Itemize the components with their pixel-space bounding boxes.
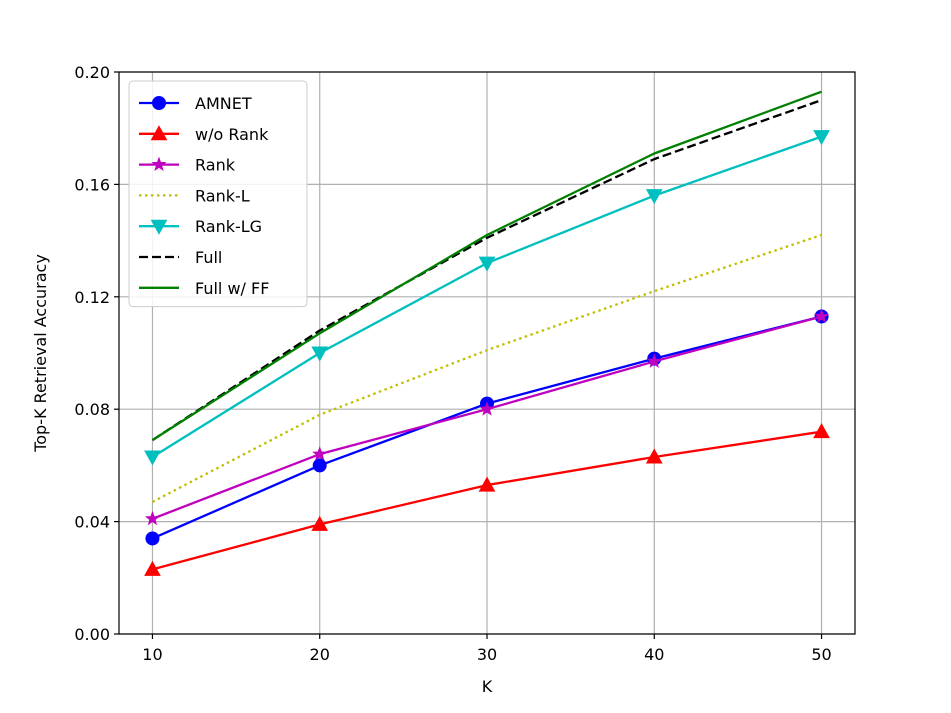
series-5 [151, 99, 822, 442]
series-line [151, 233, 822, 503]
data-point [478, 476, 496, 492]
series-1 [144, 423, 830, 576]
data-point [311, 346, 329, 362]
data-point [145, 531, 160, 546]
legend-box [128, 80, 308, 308]
data-point [311, 515, 329, 531]
y-axis-title: Top-K Retrieval Accuracy [31, 254, 50, 453]
data-point [813, 308, 830, 323]
data-point [813, 423, 830, 439]
legend-label: Rank-LG [195, 217, 262, 236]
x-tick-label: 30 [477, 645, 497, 664]
series-3 [151, 233, 822, 503]
series-line [151, 99, 822, 442]
legend-label: Full w/ FF [195, 279, 269, 298]
data-point [312, 458, 327, 473]
legend-label: Full [195, 248, 222, 267]
data-point [813, 130, 830, 146]
series-6 [151, 90, 822, 442]
data-point [144, 450, 161, 466]
data-point [144, 560, 161, 576]
data-point [645, 189, 663, 205]
legend-entry: Full [139, 248, 222, 267]
series-line [151, 90, 822, 442]
y-tick-label: 0.12 [74, 288, 110, 307]
legend-entry: AMNET [139, 94, 252, 113]
series-4 [144, 130, 830, 466]
legend-label: AMNET [195, 94, 252, 113]
series-lines [144, 90, 830, 576]
x-tick-label: 50 [811, 645, 831, 664]
legend-marker [152, 96, 166, 110]
x-tick-label: 20 [310, 645, 330, 664]
x-tick-label: 40 [644, 645, 664, 664]
legend-label: Rank-L [195, 186, 250, 205]
data-point [144, 510, 161, 526]
legend-marker [151, 156, 167, 172]
data-point [645, 448, 663, 464]
data-point [646, 353, 662, 368]
data-point [312, 446, 328, 461]
y-tick-label: 0.00 [74, 625, 110, 644]
legend-label: Rank [195, 156, 236, 175]
legend-marker [150, 219, 168, 235]
legend-label: w/o Rank [195, 125, 269, 144]
axis-ticks: 10 20 30 40 50 0.00 0.04 0.08 0.12 0.16 0.20 [74, 63, 831, 664]
y-tick-label: 0.20 [74, 63, 110, 82]
series-2 [144, 308, 830, 526]
legend-entry: w/o Rank [139, 125, 269, 144]
data-point [478, 256, 496, 272]
legend-marker [150, 125, 168, 141]
legend: AMNET w/o Rank Rank Rank-L Rank-LG Full Full w… [128, 80, 308, 308]
legend-entry: Rank-L [139, 186, 250, 205]
y-tick-label: 0.08 [74, 400, 110, 419]
y-tick-label: 0.04 [74, 513, 110, 532]
legend-entry: Rank [139, 156, 236, 175]
x-axis-title: K [482, 677, 493, 696]
legend-entry: Rank-LG [139, 217, 262, 236]
legend-entry: Full w/ FF [139, 279, 269, 298]
data-point [479, 401, 495, 416]
x-tick-label: 10 [142, 645, 162, 664]
y-tick-label: 0.16 [74, 175, 110, 194]
